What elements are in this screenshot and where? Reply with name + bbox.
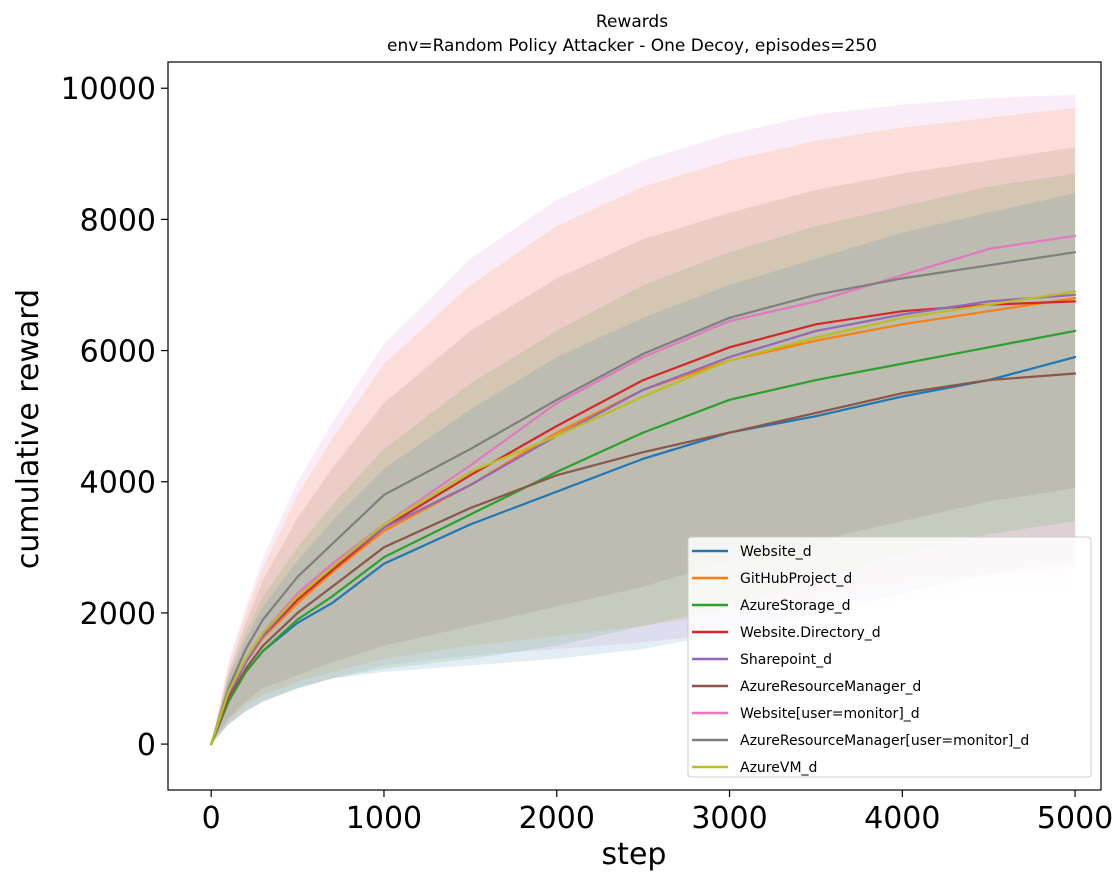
series-line-7	[210, 251, 1077, 746]
series-line-5	[210, 372, 1077, 746]
legend-label-5: AzureResourceManager_d	[740, 679, 921, 695]
chart-title: Rewards	[596, 12, 668, 32]
legend-label-7: AzureResourceManager[user=monitor]_d	[740, 733, 1029, 749]
series-line-2	[210, 329, 1077, 746]
series-line-4	[210, 293, 1077, 746]
x-tick-label-5: 5000	[1037, 801, 1112, 836]
x-tick-label-3: 3000	[691, 801, 767, 836]
x-tick-label-2: 2000	[519, 801, 595, 836]
plot-area-frame	[167, 61, 1102, 791]
legend-box	[687, 536, 1092, 778]
y-axis-ticks: 0 2000 4000 6000 8000 10000	[61, 72, 168, 763]
x-tick-label-4: 4000	[864, 801, 940, 836]
x-tick-label-1: 1000	[346, 801, 422, 836]
legend-label-2: AzureStorage_d	[740, 598, 851, 614]
y-tick-label-3: 6000	[80, 335, 156, 370]
confidence-band-3	[211, 193, 1076, 745]
legend-label-6: Website[user=monitor]_d	[740, 706, 920, 722]
series-line-8	[210, 290, 1077, 746]
x-axis-label: step	[602, 837, 667, 872]
chart-subtitle: env=Random Policy Attacker - One Decoy, …	[387, 36, 877, 56]
y-tick-label-0: 0	[137, 728, 156, 763]
legend-label-8: AzureVM_d	[740, 760, 817, 776]
legend-label-3: Website.Directory_d	[740, 625, 881, 641]
legend-label-0: Website_d	[740, 544, 812, 560]
x-axis-ticks: 0 1000 2000 3000 4000 5000	[202, 790, 1112, 836]
y-tick-label-1: 2000	[80, 597, 156, 632]
legend-label-4: Sharepoint_d	[740, 652, 832, 668]
y-axis-label: cumulative reward	[11, 289, 46, 569]
series-lines	[210, 234, 1077, 746]
y-tick-label-4: 8000	[80, 203, 156, 238]
legend-label-1: GitHubProject_d	[740, 571, 852, 587]
legend: Website_d GitHubProject_d AzureStorage_d We…	[687, 536, 1092, 778]
y-tick-label-5: 10000	[61, 72, 156, 107]
y-tick-label-2: 4000	[80, 466, 156, 501]
x-tick-label-0: 0	[202, 801, 221, 836]
confidence-band-2	[211, 147, 1076, 745]
